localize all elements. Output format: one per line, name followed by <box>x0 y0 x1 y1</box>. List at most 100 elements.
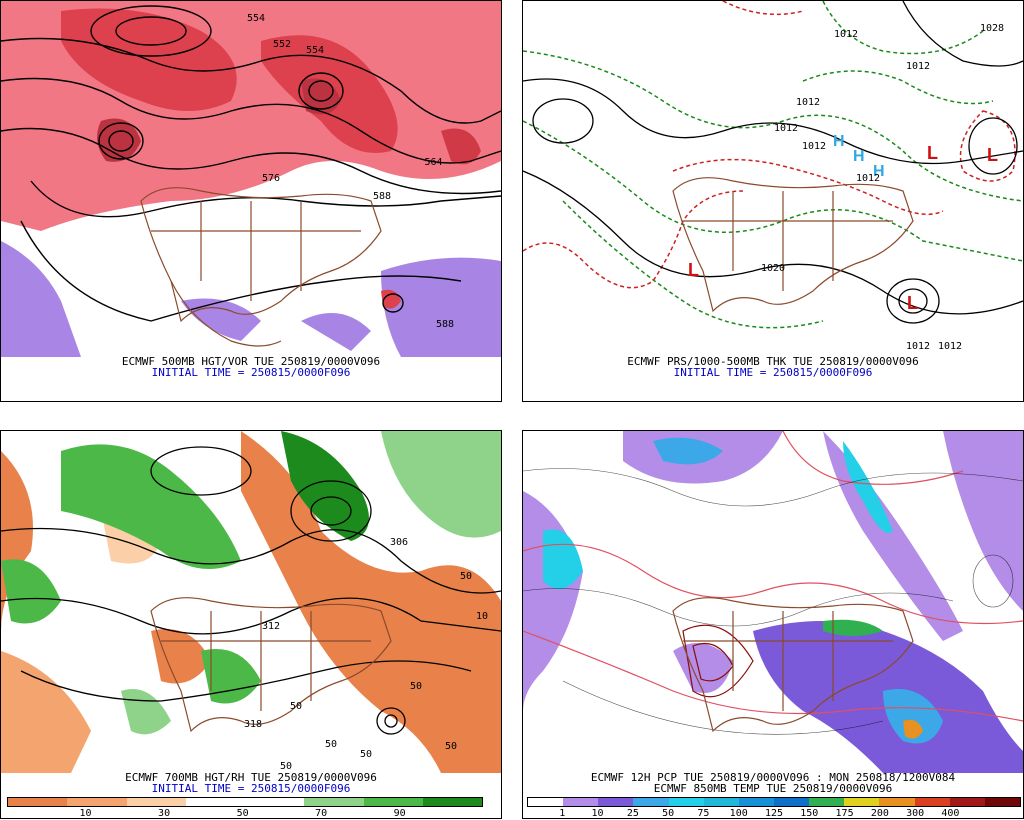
pcp-tick: 1 <box>559 808 566 819</box>
map-label: 1012 <box>937 341 963 352</box>
map-700mb: 50 50 50 50 312 50 318 50 50 10 306 <box>1 431 501 773</box>
map-500mb: 554 552 554 576 564 588 588 <box>1 1 501 357</box>
map-label: 1012 <box>905 61 931 72</box>
initial-time-caption: INITIAL TIME = 250815/0000F096 <box>673 366 873 379</box>
thickness-warm <box>523 1 1016 289</box>
map-caption-2: ECMWF 850MB TEMP TUE 250819/0000V096 <box>653 782 893 795</box>
map-caption: ECMWF 12H PCP TUE 250819/0000V096 : MON … <box>590 771 956 784</box>
map-label: 318 <box>243 719 263 730</box>
colorbar-swatch <box>245 798 305 806</box>
map-label: 1012 <box>905 341 931 352</box>
low-marker: L <box>907 293 918 313</box>
rh-moist-shading <box>1 431 501 735</box>
colorbar-swatch <box>598 798 634 806</box>
coastlines <box>150 597 392 733</box>
map-pressure: H H H L L L L 1012 1012 1012 1012 1012 1… <box>523 1 1023 357</box>
rh-tick: 50 <box>236 808 249 819</box>
map-precip <box>523 431 1023 773</box>
map-label: 312 <box>261 621 281 632</box>
map-label: 50 <box>324 739 338 750</box>
pcp-tick: 150 <box>800 808 819 819</box>
colorbar-swatch <box>67 798 127 806</box>
colorbar-swatch <box>633 798 669 806</box>
low-marker: L <box>987 145 998 165</box>
colorbar-swatch <box>563 798 599 806</box>
colorbar-swatch <box>809 798 845 806</box>
colorbar-swatch <box>528 798 564 806</box>
map-label: 1012 <box>801 141 827 152</box>
rh-tick: 90 <box>393 808 406 819</box>
low-marker: L <box>688 260 699 280</box>
map-label: 50 <box>409 681 423 692</box>
map-label: 306 <box>389 537 409 548</box>
height-contours <box>1 5 501 322</box>
colorbar-swatch <box>879 798 915 806</box>
map-label: 1012 <box>855 173 881 184</box>
map-label: 1028 <box>979 23 1005 34</box>
pcp-colorbar-labels: 1 10 25 50 75 100 125 150 175 200 300 400 <box>527 808 1021 820</box>
map-caption: ECMWF 500MB HGT/VOR TUE 250819/0000V096 <box>121 355 381 368</box>
map-caption: ECMWF 700MB HGT/RH TUE 250819/0000V096 <box>125 771 377 784</box>
map-label: 554 <box>305 45 325 56</box>
rh-tick: 70 <box>315 808 328 819</box>
pcp-colorbar <box>527 797 1021 807</box>
map-label: 588 <box>435 319 455 330</box>
panel-pressure-thickness: H H H L L L L 1012 1012 1012 1012 1012 1… <box>522 0 1024 402</box>
pcp-tick: 125 <box>764 808 784 819</box>
coastlines <box>672 597 914 733</box>
temperature-contours <box>523 431 1023 722</box>
map-caption: ECMWF PRS/1000-500MB THK TUE 250819/0000… <box>627 355 919 368</box>
map-label: 50 <box>279 761 293 772</box>
map-label: 576 <box>261 173 281 184</box>
colorbar-swatch <box>668 798 704 806</box>
map-label: 50 <box>359 749 373 760</box>
map-label: 50 <box>444 741 458 752</box>
high-marker: H <box>833 133 845 150</box>
pcp-tick: 400 <box>941 808 960 819</box>
panel-500mb-vorticity: 554 552 554 576 564 588 588 ECMWF 500MB … <box>0 0 502 402</box>
high-marker: H <box>873 163 885 180</box>
height-contours <box>1 446 501 735</box>
colorbar-swatch <box>844 798 880 806</box>
high-marker: H <box>853 148 865 165</box>
map-label: 10 <box>475 611 489 622</box>
colorbar-swatch <box>773 798 810 806</box>
panel-700mb-rh: 50 50 50 50 312 50 318 50 50 10 306 ECMW… <box>0 430 502 819</box>
map-label: 1012 <box>833 29 859 40</box>
map-label: 1012 <box>795 97 821 108</box>
map-label: 50 <box>289 701 303 712</box>
coastlines <box>672 177 914 313</box>
pcp-tick: 175 <box>835 808 854 819</box>
panel-precip-850temp: ECMWF 12H PCP TUE 250819/0000V096 : MON … <box>522 430 1024 819</box>
rh-colorbar <box>7 797 483 807</box>
low-marker: L <box>927 143 938 163</box>
initial-time-caption: INITIAL TIME = 250815/0000F096 <box>151 782 351 795</box>
colorbar-swatch <box>949 798 985 806</box>
colorbar-swatch <box>422 798 482 806</box>
map-label: 552 <box>272 39 292 50</box>
colorbar-swatch <box>8 798 68 806</box>
colorbar-swatch <box>304 798 364 806</box>
colorbar-swatch <box>914 798 950 806</box>
pcp-tick: 300 <box>906 808 925 819</box>
colorbar-swatch <box>703 798 739 806</box>
initial-time-caption: INITIAL TIME = 250815/0000F096 <box>151 366 351 379</box>
colorbar-swatch <box>738 798 774 806</box>
pcp-tick: 75 <box>697 808 710 819</box>
pcp-tick: 50 <box>662 808 675 819</box>
map-label: 50 <box>459 571 473 582</box>
thickness-cold <box>523 1 1023 329</box>
rh-tick: 30 <box>158 808 171 819</box>
colorbar-swatch <box>185 798 245 806</box>
rh-tick: 10 <box>79 808 92 819</box>
pcp-tick: 200 <box>870 808 889 819</box>
map-label: 554 <box>246 13 266 24</box>
pcp-tick: 25 <box>626 808 639 819</box>
isobars <box>523 1 1023 324</box>
colorbar-swatch <box>363 798 423 806</box>
colorbar-swatch <box>984 798 1020 806</box>
colorbar-swatch <box>126 798 186 806</box>
rh-colorbar-labels: 10 30 50 70 90 <box>7 808 483 820</box>
map-label: 588 <box>372 191 392 202</box>
pcp-tick: 10 <box>591 808 604 819</box>
